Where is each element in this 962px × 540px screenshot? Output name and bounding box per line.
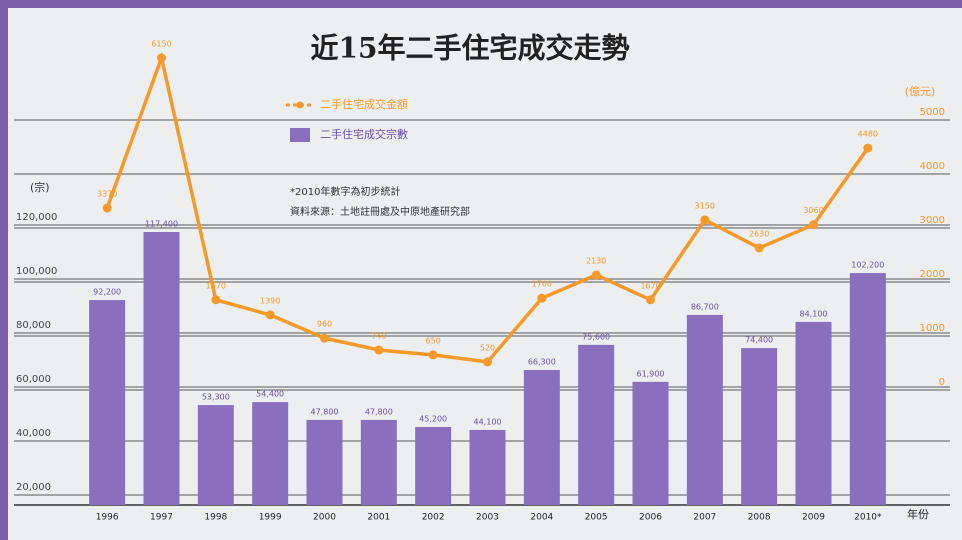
line-point bbox=[863, 143, 873, 153]
y-tick-label: 40,000 bbox=[16, 428, 51, 439]
data-label: 650 bbox=[426, 336, 441, 345]
line-point bbox=[591, 270, 601, 280]
y-tick-label: 120,000 bbox=[16, 212, 57, 223]
x-tick-label: 2009 bbox=[802, 513, 825, 523]
data-label: 61,900 bbox=[637, 369, 665, 378]
data-label: 84,100 bbox=[800, 309, 828, 318]
legend-label: 二手住宅成交宗數 bbox=[320, 127, 408, 141]
line-point bbox=[102, 203, 112, 213]
x-tick-label: 1999 bbox=[259, 513, 282, 523]
data-label: 1390 bbox=[260, 296, 280, 305]
data-label: 6150 bbox=[151, 39, 171, 48]
y-tick-label: 20,000 bbox=[16, 482, 51, 493]
x-tick-label: 1997 bbox=[150, 513, 173, 523]
y-axis-label: (宗) bbox=[30, 180, 50, 194]
data-label: 1700 bbox=[532, 280, 552, 289]
bar bbox=[849, 273, 886, 505]
bar bbox=[143, 232, 180, 505]
y2-axis-label: (億元) bbox=[905, 85, 936, 98]
bar bbox=[523, 369, 560, 505]
bar bbox=[252, 402, 289, 505]
bar bbox=[632, 381, 669, 505]
data-label: 3370 bbox=[97, 190, 117, 199]
legend-swatch bbox=[296, 101, 304, 109]
x-tick-label: 2008 bbox=[748, 513, 771, 523]
data-label: 2130 bbox=[586, 256, 606, 265]
line-point bbox=[646, 295, 655, 305]
line-point bbox=[265, 310, 275, 320]
data-label: 66,300 bbox=[528, 357, 556, 366]
data-label: 960 bbox=[317, 320, 332, 329]
line-point bbox=[320, 333, 329, 343]
data-label: 520 bbox=[480, 343, 495, 352]
data-label: 2630 bbox=[749, 229, 769, 238]
x-tick-label: 2006 bbox=[639, 513, 662, 523]
data-label: 117,400 bbox=[145, 220, 178, 229]
x-tick-label: 2001 bbox=[367, 513, 390, 523]
y2-tick-label: 2000 bbox=[920, 269, 945, 280]
line-point bbox=[537, 293, 547, 303]
x-tick-label: 2002 bbox=[422, 513, 445, 523]
bar bbox=[578, 344, 615, 505]
data-label: 3060 bbox=[803, 206, 823, 215]
x-axis-label: 年份 bbox=[907, 507, 929, 521]
line-point bbox=[483, 357, 492, 367]
line-point bbox=[700, 215, 710, 225]
data-label: 3150 bbox=[695, 201, 715, 210]
x-tick-label: 1996 bbox=[96, 513, 119, 523]
data-label: 1670 bbox=[640, 281, 660, 290]
bar bbox=[741, 348, 778, 505]
data-label: 86,700 bbox=[691, 302, 719, 311]
x-tick-label: 2003 bbox=[476, 513, 499, 523]
x-tick-label: 2007 bbox=[693, 513, 716, 523]
chart-title: 近15年二手住宅成交走勢 bbox=[311, 32, 630, 65]
line-point bbox=[754, 243, 764, 253]
x-tick-label: 2005 bbox=[585, 513, 608, 523]
bar bbox=[360, 419, 397, 505]
y2-tick-label: 5000 bbox=[920, 107, 945, 118]
data-label: 74,400 bbox=[745, 336, 773, 345]
data-label: 47,800 bbox=[365, 407, 393, 416]
line-point bbox=[374, 345, 384, 355]
y2-tick-label: 3000 bbox=[920, 215, 945, 226]
bar bbox=[469, 429, 506, 505]
bar bbox=[795, 321, 832, 505]
data-label: 54,400 bbox=[256, 390, 284, 399]
data-label: 102,200 bbox=[851, 261, 884, 270]
data-label: 44,100 bbox=[474, 417, 502, 426]
data-label: 4480 bbox=[858, 130, 878, 139]
data-label: 1670 bbox=[206, 281, 226, 290]
legend-swatch bbox=[290, 128, 310, 142]
note: *2010年數字為初步統計 bbox=[290, 185, 400, 198]
bar bbox=[686, 314, 723, 505]
y-tick-label: 100,000 bbox=[16, 266, 57, 277]
x-tick-label: 2004 bbox=[530, 513, 553, 523]
note: 資料來源：土地註冊處及中原地產研究部 bbox=[290, 205, 470, 218]
line-point bbox=[809, 220, 818, 230]
data-label: 75,600 bbox=[582, 332, 610, 341]
line-point bbox=[157, 53, 166, 63]
y-tick-label: 80,000 bbox=[16, 320, 51, 331]
y2-tick-label: 4000 bbox=[920, 161, 945, 172]
data-label: 47,800 bbox=[311, 407, 339, 416]
data-label: 45,200 bbox=[419, 414, 447, 423]
data-label: 53,300 bbox=[202, 393, 230, 402]
x-tick-label: 2000 bbox=[313, 513, 336, 523]
line-point bbox=[428, 350, 438, 360]
data-label: 92,200 bbox=[93, 288, 121, 297]
x-tick-label: 1998 bbox=[204, 513, 227, 523]
bar bbox=[197, 405, 234, 505]
data-label: 740 bbox=[371, 332, 386, 341]
line-point bbox=[211, 295, 221, 305]
y2-tick-label: 0 bbox=[939, 377, 945, 388]
y2-tick-label: 1000 bbox=[920, 323, 945, 334]
legend-label: 二手住宅成交金額 bbox=[320, 97, 408, 111]
x-tick-label: 2010* bbox=[854, 513, 882, 523]
bar bbox=[89, 300, 126, 505]
y-tick-label: 60,000 bbox=[16, 374, 51, 385]
bar bbox=[415, 426, 452, 505]
bar bbox=[306, 419, 343, 505]
